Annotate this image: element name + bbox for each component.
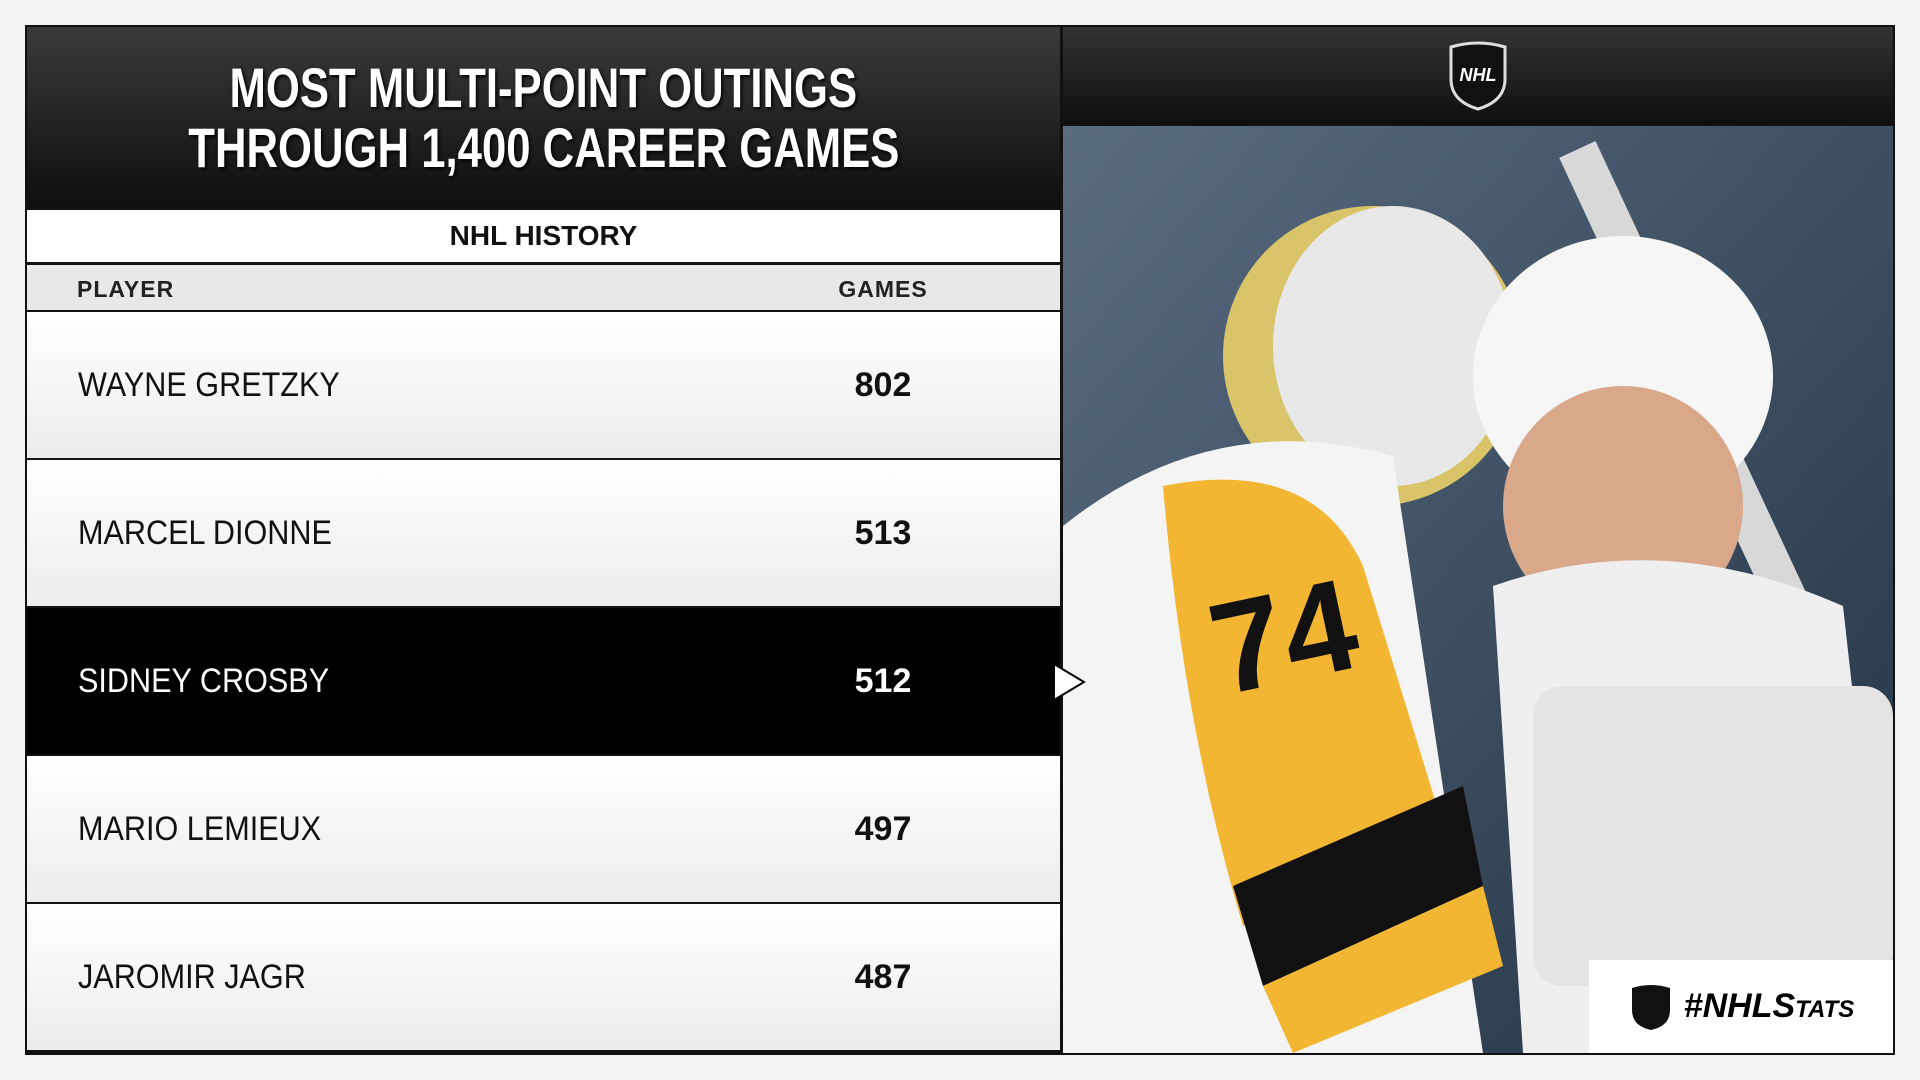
title-line: THROUGH 1,400 CAREER GAMES: [187, 115, 900, 179]
table-row: MARIO LEMIEUX 497: [27, 756, 1060, 902]
player-name: MARCEL DIONNE: [78, 513, 332, 552]
column-label: PLAYER: [77, 276, 175, 302]
nhl-logo: NHL: [1449, 41, 1507, 111]
player-name: WAYNE GRETZKY: [78, 365, 340, 404]
player-name: JAROMIR JAGR: [78, 957, 306, 996]
games-value: 512: [854, 661, 912, 700]
logo-bar: NHL: [1063, 27, 1893, 124]
hashtag-box: #NHLStats: [1589, 960, 1893, 1053]
table-row: SIDNEY CROSBY 512: [27, 608, 1060, 754]
column-header: PLAYER GAMES: [27, 265, 1060, 310]
hashtag: #NHLStats: [1683, 987, 1855, 1025]
photo: 74: [1063, 126, 1893, 1053]
title-block: MOST MULTI-POINT OUTINGS THROUGH 1,400 C…: [27, 27, 1060, 208]
table-row: MARCEL DIONNE 513: [27, 460, 1060, 606]
highlight-arrow: [1053, 662, 1086, 702]
svg-text:74: 74: [1198, 550, 1370, 723]
games-value: 802: [854, 365, 912, 404]
games-value: 497: [854, 809, 912, 848]
photo-illustration: 74: [1063, 126, 1893, 1053]
logo-text: NHL: [1460, 65, 1497, 85]
games-value: 513: [854, 513, 912, 552]
nhl-logo: [1631, 984, 1670, 1030]
games-value: 487: [854, 957, 912, 996]
column-label: GAMES: [838, 276, 928, 302]
subtitle: NHL HISTORY: [27, 210, 1060, 262]
player-name: MARIO LEMIEUX: [78, 809, 322, 848]
player-name: SIDNEY CROSBY: [78, 661, 330, 700]
title-line: MOST MULTI-POINT OUTINGS: [229, 55, 858, 119]
table-row: JAROMIR JAGR 487: [27, 904, 1060, 1050]
table-row: WAYNE GRETZKY 802: [27, 312, 1060, 458]
